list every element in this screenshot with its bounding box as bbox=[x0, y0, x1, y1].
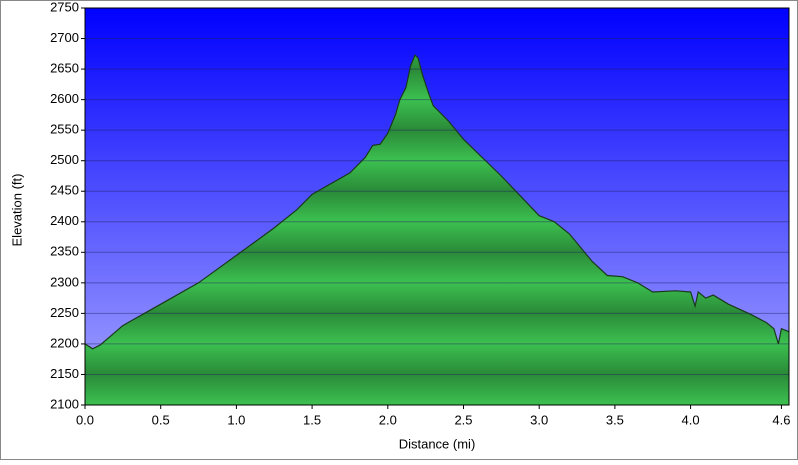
x-tick-label: 0.0 bbox=[76, 412, 94, 427]
y-tick-label: 2650 bbox=[50, 61, 79, 76]
y-tick-label: 2550 bbox=[50, 122, 79, 137]
x-tick-label: 1.0 bbox=[227, 412, 245, 427]
x-tick-label: 4.0 bbox=[682, 412, 700, 427]
x-tick-label: 2.5 bbox=[454, 412, 472, 427]
area-outline bbox=[84, 53, 790, 350]
y-tick-label: 2600 bbox=[50, 91, 79, 106]
x-tick-label: 3.0 bbox=[530, 412, 548, 427]
y-axis-label: Elevation (ft) bbox=[9, 174, 24, 247]
x-tick-label: 3.5 bbox=[606, 412, 624, 427]
y-tick-label: 2500 bbox=[50, 152, 79, 167]
x-tick-label: 0.5 bbox=[152, 412, 170, 427]
x-tick-label: 1.5 bbox=[303, 412, 321, 427]
x-tick-label: 2.0 bbox=[379, 412, 397, 427]
y-tick-label: 2150 bbox=[50, 366, 79, 381]
y-tick-label: 2400 bbox=[50, 213, 79, 228]
y-tick-label: 2300 bbox=[50, 274, 79, 289]
area bbox=[85, 55, 789, 405]
y-tick-label: 2200 bbox=[50, 335, 79, 350]
x-tick-label: 4.6 bbox=[772, 412, 790, 427]
x-axis-label: Distance (mi) bbox=[399, 436, 476, 451]
y-tick-label: 2450 bbox=[50, 183, 79, 198]
y-tick-label: 2100 bbox=[50, 396, 79, 411]
y-tick-label: 2350 bbox=[50, 244, 79, 259]
y-tick-label: 2700 bbox=[50, 30, 79, 45]
y-tick-label: 2250 bbox=[50, 305, 79, 320]
plot-border bbox=[84, 7, 790, 406]
y-tick-label: 2750 bbox=[50, 0, 79, 14]
